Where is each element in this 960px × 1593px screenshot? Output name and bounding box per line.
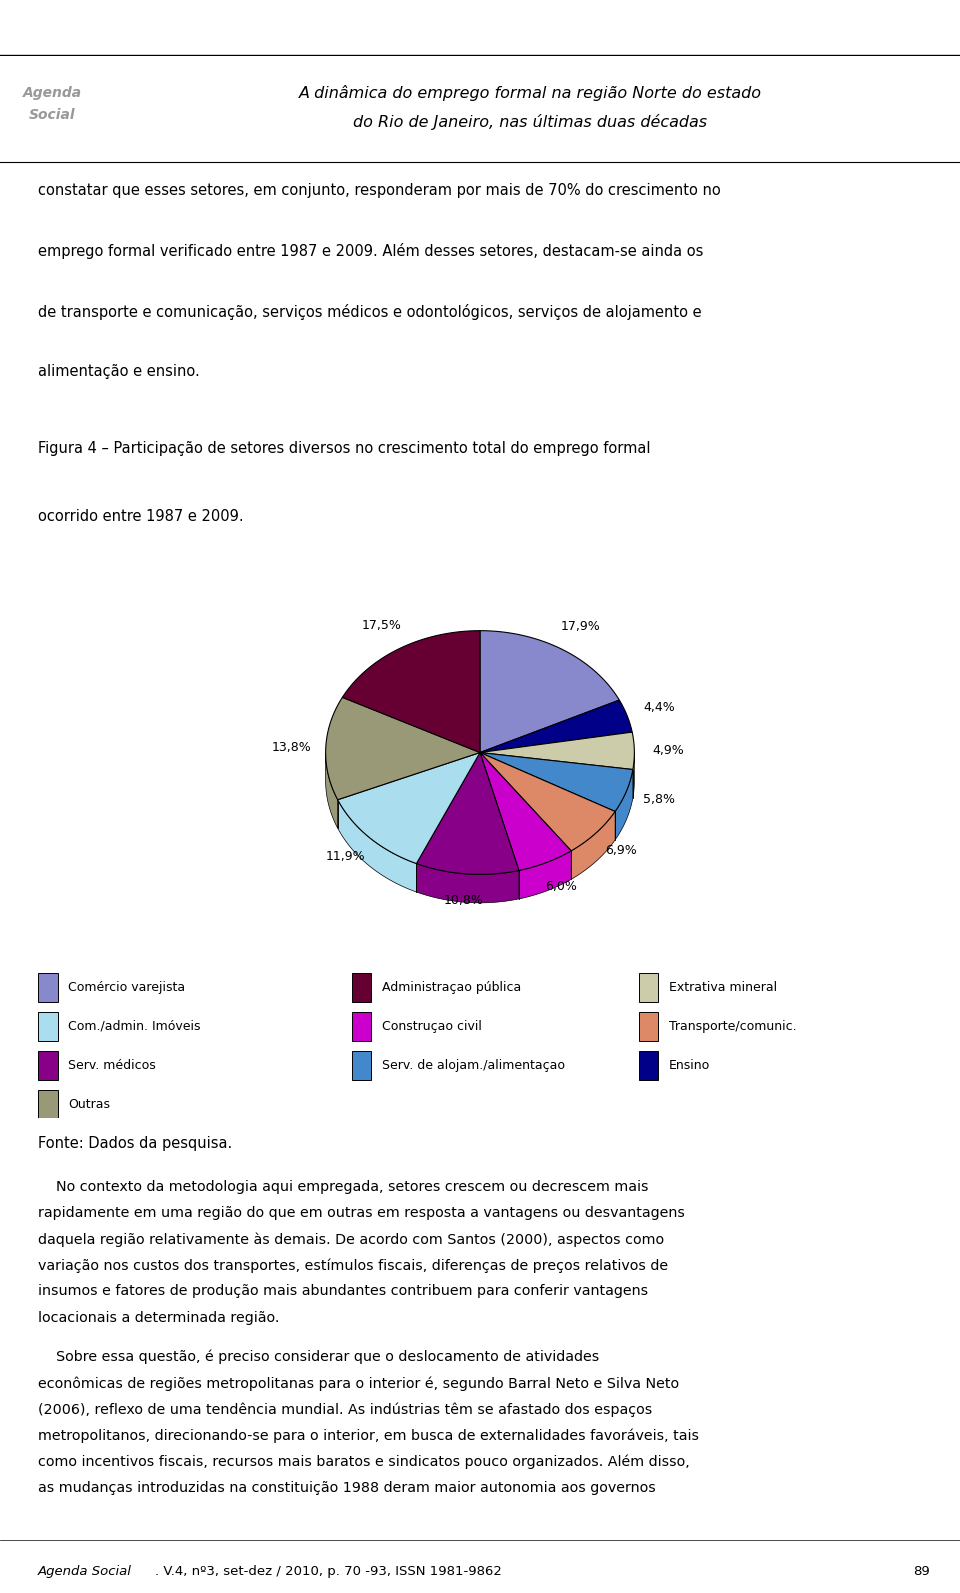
- Polygon shape: [480, 752, 615, 851]
- Polygon shape: [417, 752, 519, 875]
- Text: metropolitanos, direcionando-se para o interior, em busca de externalidades favo: metropolitanos, direcionando-se para o i…: [38, 1429, 700, 1443]
- Text: Com./admin. Imóveis: Com./admin. Imóveis: [68, 1020, 201, 1032]
- Text: locacionais a determinada região.: locacionais a determinada região.: [38, 1311, 279, 1325]
- Text: Serv. de alojam./alimentaçao: Serv. de alojam./alimentaçao: [382, 1059, 565, 1072]
- Text: 17,9%: 17,9%: [561, 620, 600, 634]
- Text: Extrativa mineral: Extrativa mineral: [669, 981, 778, 994]
- Text: daquela região relativamente às demais. De acordo com Santos (2000), aspectos co: daquela região relativamente às demais. …: [38, 1231, 664, 1247]
- Text: Comércio varejista: Comércio varejista: [68, 981, 185, 994]
- Text: Ensino: Ensino: [669, 1059, 710, 1072]
- Text: No contexto da metodologia aqui empregada, setores crescem ou decrescem mais: No contexto da metodologia aqui empregad…: [38, 1180, 649, 1193]
- Text: Figura 4 – Participação de setores diversos no crescimento total do emprego form: Figura 4 – Participação de setores diver…: [38, 441, 651, 456]
- Bar: [38, 1013, 58, 1040]
- Bar: [352, 973, 372, 1002]
- Polygon shape: [480, 699, 633, 752]
- Text: A dinâmica do emprego formal na região Norte do estado: A dinâmica do emprego formal na região N…: [299, 84, 761, 100]
- Polygon shape: [519, 851, 571, 898]
- Polygon shape: [480, 631, 619, 752]
- Bar: [38, 1051, 58, 1080]
- Text: Serv. médicos: Serv. médicos: [68, 1059, 156, 1072]
- Polygon shape: [417, 863, 519, 903]
- Text: constatar que esses setores, em conjunto, responderam por mais de 70% do crescim: constatar que esses setores, em conjunto…: [38, 183, 721, 198]
- Bar: [38, 973, 58, 1002]
- Polygon shape: [325, 698, 480, 800]
- Polygon shape: [480, 752, 633, 811]
- Text: Transporte/comunic.: Transporte/comunic.: [669, 1020, 797, 1032]
- Polygon shape: [480, 752, 571, 870]
- Bar: [639, 1013, 659, 1040]
- Text: 6,9%: 6,9%: [606, 844, 637, 857]
- Bar: [639, 1051, 659, 1080]
- Text: Agenda Social: Agenda Social: [38, 1566, 132, 1579]
- Text: (2006), reflexo de uma tendência mundial. As indústrias têm se afastado dos espa: (2006), reflexo de uma tendência mundial…: [38, 1402, 653, 1416]
- Text: 13,8%: 13,8%: [272, 741, 312, 753]
- Text: econômicas de regiões metropolitanas para o interior é, segundo Barral Neto e Si: econômicas de regiões metropolitanas par…: [38, 1376, 680, 1391]
- Text: 6,0%: 6,0%: [545, 881, 577, 894]
- Text: alimentação e ensino.: alimentação e ensino.: [38, 365, 200, 379]
- Text: . V.4, nº3, set-dez / 2010, p. 70 -93, ISSN 1981-9862: . V.4, nº3, set-dez / 2010, p. 70 -93, I…: [155, 1566, 502, 1579]
- Bar: [352, 1051, 372, 1080]
- Bar: [352, 1013, 372, 1040]
- Polygon shape: [343, 631, 480, 752]
- Text: 17,5%: 17,5%: [362, 620, 401, 632]
- Text: as mudanças introduzidas na constituição 1988 deram maior autonomia aos governos: as mudanças introduzidas na constituição…: [38, 1481, 656, 1494]
- Polygon shape: [615, 769, 633, 840]
- Text: Social: Social: [29, 108, 75, 123]
- Bar: [639, 973, 659, 1002]
- Text: do Rio de Janeiro, nas últimas duas décadas: do Rio de Janeiro, nas últimas duas déca…: [353, 115, 708, 131]
- Text: 4,9%: 4,9%: [653, 744, 684, 757]
- Text: Construçao civil: Construçao civil: [382, 1020, 482, 1032]
- Polygon shape: [480, 733, 635, 769]
- Text: 4,4%: 4,4%: [643, 701, 676, 714]
- Polygon shape: [338, 800, 417, 892]
- Text: Agenda: Agenda: [22, 86, 82, 100]
- Polygon shape: [571, 811, 615, 879]
- Bar: [38, 1091, 58, 1118]
- Text: insumos e fatores de produção mais abundantes contribuem para conferir vantagens: insumos e fatores de produção mais abund…: [38, 1284, 649, 1298]
- Text: como incentivos fiscais, recursos mais baratos e sindicatos pouco organizados. A: como incentivos fiscais, recursos mais b…: [38, 1454, 690, 1469]
- Polygon shape: [325, 753, 338, 828]
- Polygon shape: [633, 753, 635, 798]
- Text: 11,9%: 11,9%: [325, 849, 365, 863]
- Text: Outras: Outras: [68, 1098, 110, 1110]
- Text: 89: 89: [913, 1566, 930, 1579]
- Text: ocorrido entre 1987 e 2009.: ocorrido entre 1987 e 2009.: [38, 508, 244, 524]
- Text: Fonte: Dados da pesquisa.: Fonte: Dados da pesquisa.: [38, 1136, 232, 1152]
- Text: Sobre essa questão, é preciso considerar que o deslocamento de atividades: Sobre essa questão, é preciso considerar…: [38, 1349, 600, 1364]
- Text: emprego formal verificado entre 1987 e 2009. Além desses setores, destacam-se ai: emprego formal verificado entre 1987 e 2…: [38, 244, 704, 260]
- Text: 10,8%: 10,8%: [444, 894, 484, 906]
- Text: variação nos custos dos transportes, estímulos fiscais, diferenças de preços rel: variação nos custos dos transportes, est…: [38, 1258, 668, 1273]
- Polygon shape: [338, 752, 480, 863]
- Text: rapidamente em uma região do que em outras em resposta a vantagens ou desvantage: rapidamente em uma região do que em outr…: [38, 1206, 685, 1220]
- Text: Administraçao pública: Administraçao pública: [382, 981, 521, 994]
- Text: 5,8%: 5,8%: [642, 793, 675, 806]
- Text: de transporte e comunicação, serviços médicos e odontológicos, serviços de aloja: de transporte e comunicação, serviços mé…: [38, 304, 702, 320]
